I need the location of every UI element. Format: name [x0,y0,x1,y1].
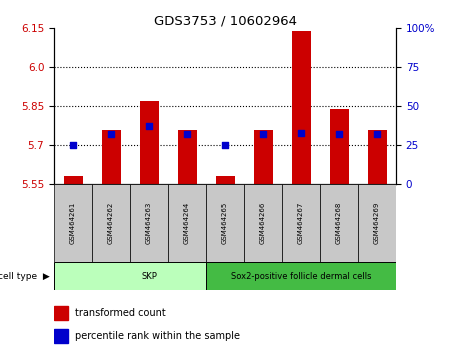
Text: GSM464264: GSM464264 [184,202,190,244]
Point [69,142,76,148]
Text: GSM464268: GSM464268 [336,202,342,244]
Title: GDS3753 / 10602964: GDS3753 / 10602964 [153,14,297,27]
Bar [320,184,358,262]
Bar [329,109,348,184]
Bar [140,101,158,184]
Bar [54,306,68,320]
Text: GSM464261: GSM464261 [70,202,76,244]
Bar [177,130,197,184]
Point [145,124,153,129]
Bar [63,176,82,184]
Bar [368,130,387,184]
Bar [292,31,310,184]
Bar [253,130,273,184]
Bar [206,184,244,262]
Text: GSM464263: GSM464263 [146,202,152,244]
Point [297,130,305,136]
Text: GSM464262: GSM464262 [108,202,114,244]
Bar [206,262,396,290]
Bar [102,130,121,184]
Text: SKP: SKP [141,272,157,281]
Bar [168,184,206,262]
Text: transformed count: transformed count [75,308,165,318]
Bar [358,184,396,262]
Point [335,131,342,137]
Bar [130,184,168,262]
Text: GSM464265: GSM464265 [222,202,228,244]
Text: percentile rank within the sample: percentile rank within the sample [75,331,239,341]
Point [184,131,191,137]
Bar [216,176,234,184]
Point [259,131,266,137]
Bar [244,184,282,262]
Bar [54,184,92,262]
Text: Sox2-positive follicle dermal cells: Sox2-positive follicle dermal cells [231,272,371,281]
Bar [92,184,130,262]
Point [221,142,229,148]
Text: GSM464267: GSM464267 [298,202,304,244]
Text: cell type  ▶: cell type ▶ [0,272,50,281]
Bar [282,184,320,262]
Bar [54,329,68,343]
Point [374,131,381,137]
Text: GSM464266: GSM464266 [260,202,266,244]
Text: GSM464269: GSM464269 [374,202,380,244]
Point [108,131,115,137]
Bar [54,262,244,290]
